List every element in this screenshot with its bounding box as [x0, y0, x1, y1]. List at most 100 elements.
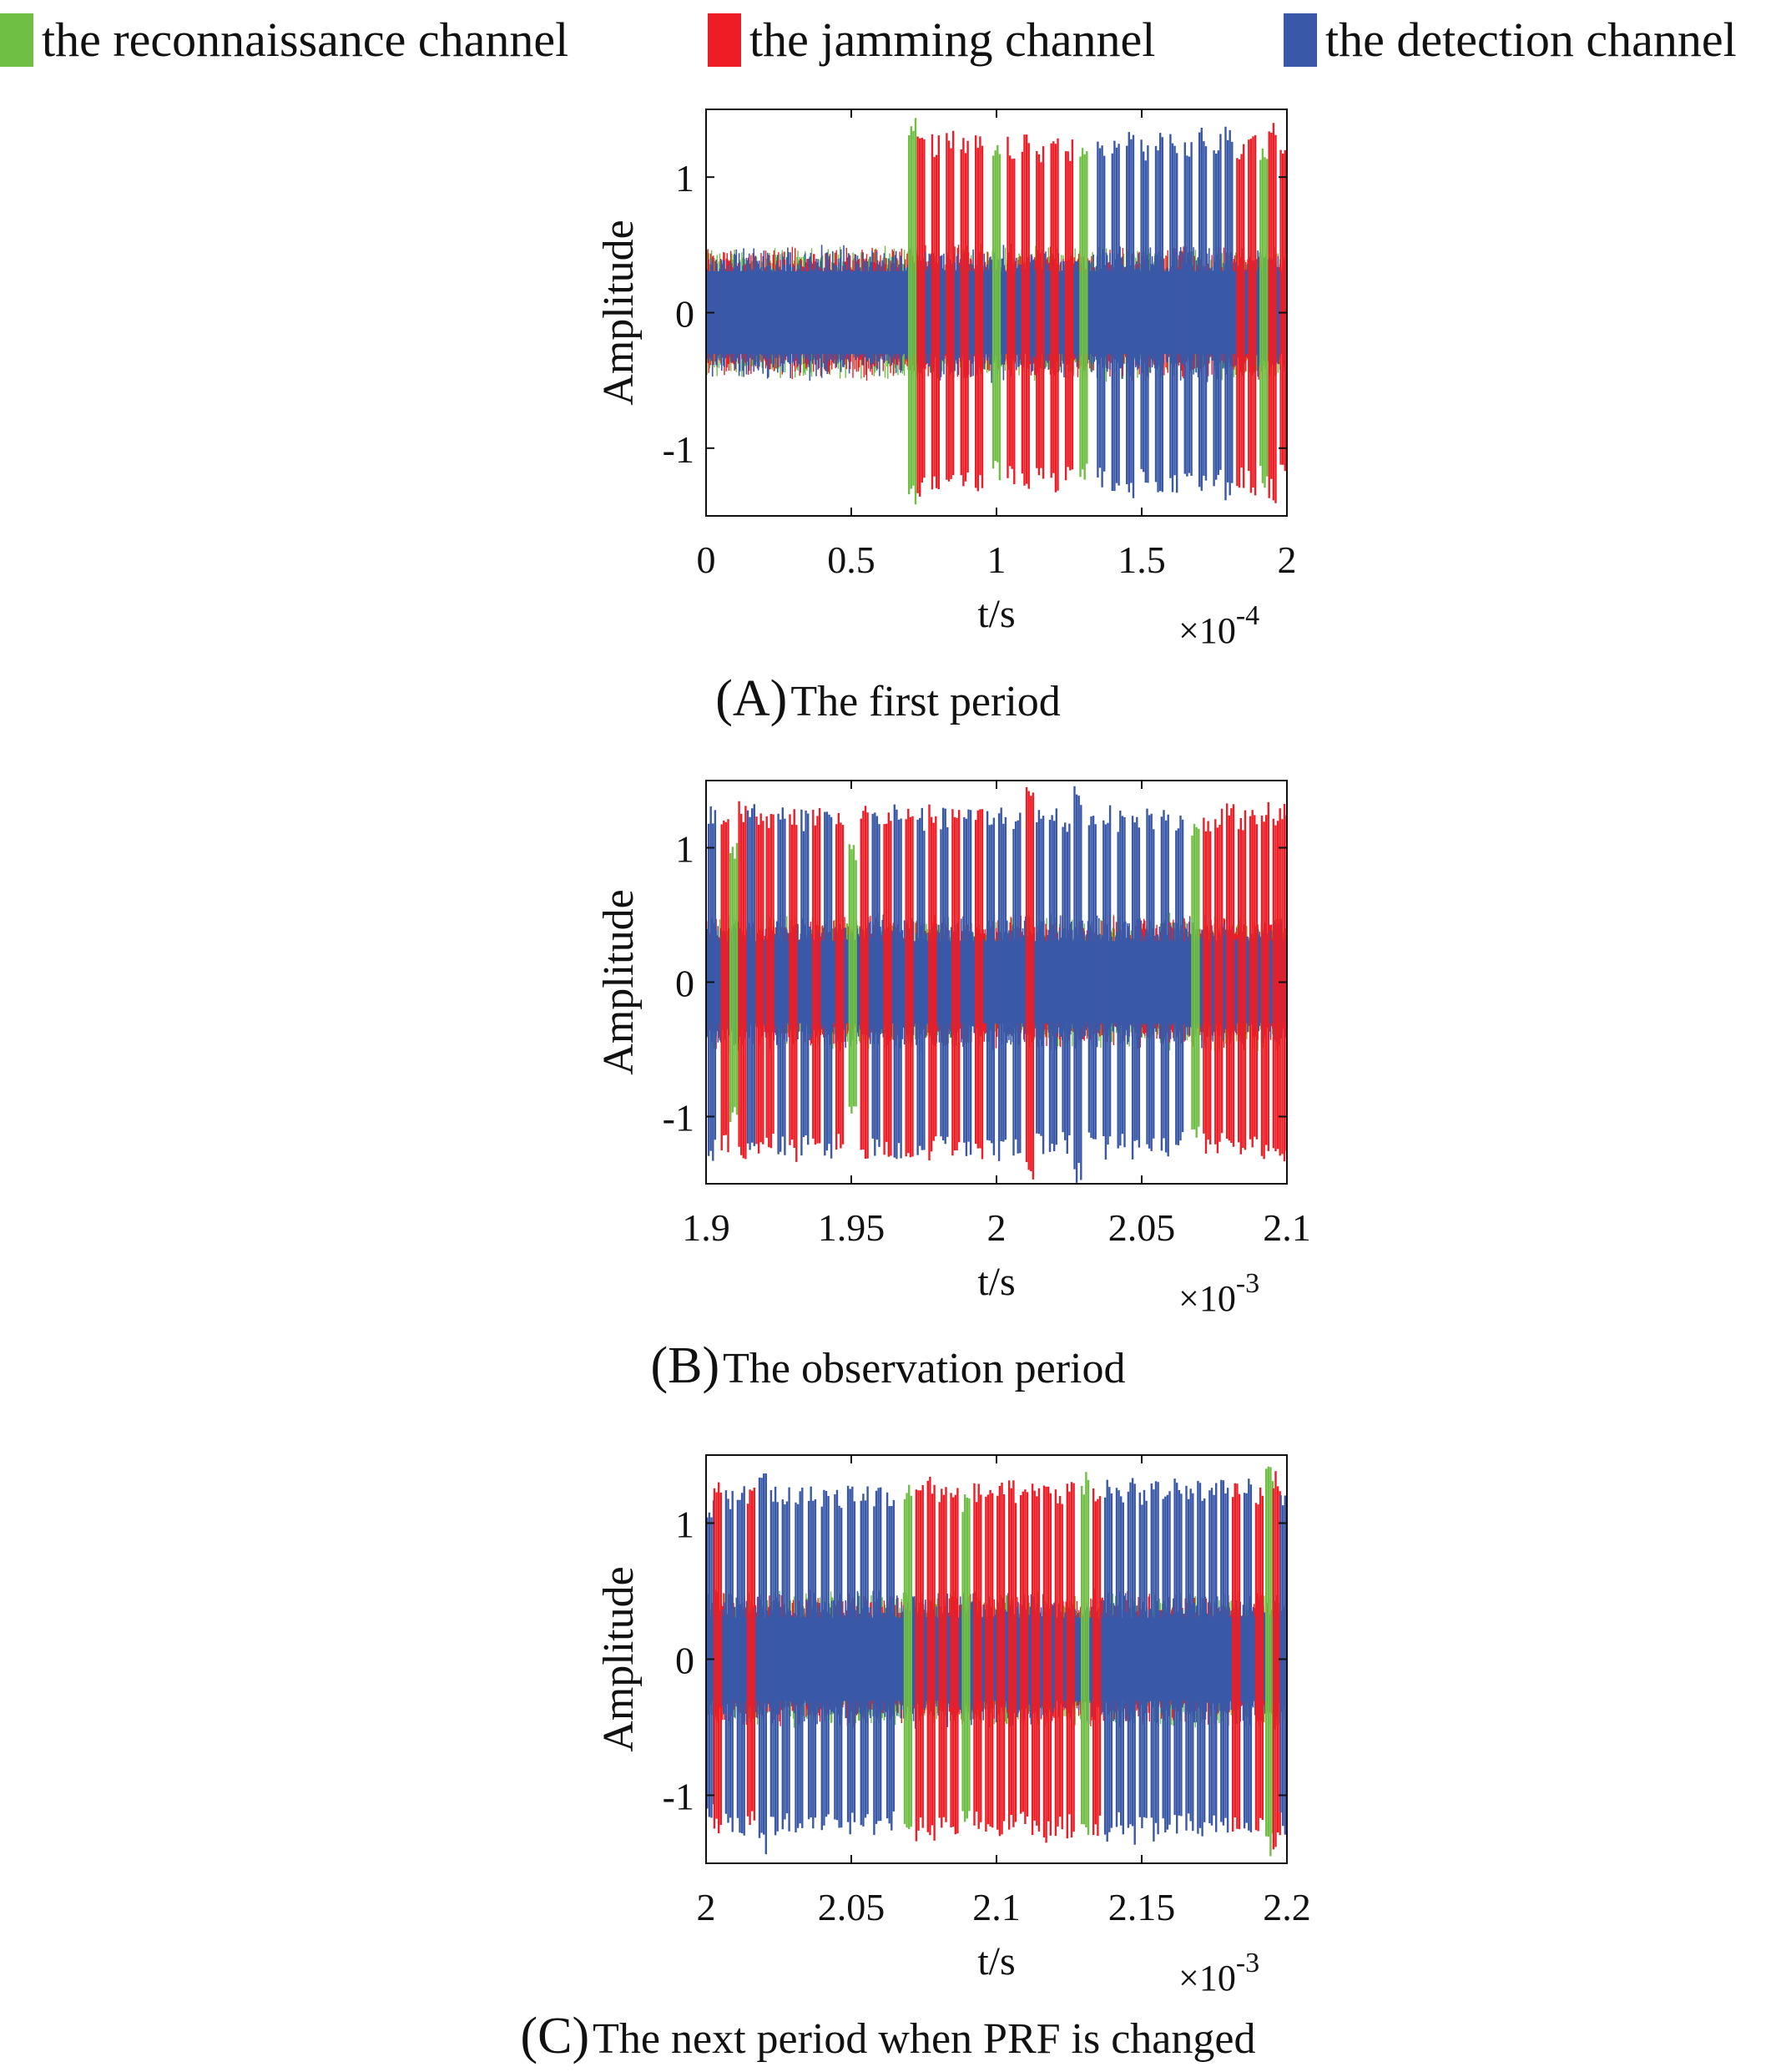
pulse-mark: [1191, 823, 1200, 1138]
plot-area: [706, 118, 1287, 505]
x-tick-label: 2: [697, 1886, 716, 1928]
pulse-mark: [729, 842, 739, 1122]
plot-area: [706, 786, 1287, 1183]
caption-a-letter: (A): [715, 670, 788, 727]
pulse-mark: [996, 1483, 1006, 1837]
pulse-mark: [1160, 810, 1169, 1157]
pulse-mark: [907, 118, 917, 505]
pulse-mark: [1203, 817, 1212, 1154]
y-tick-label: 0: [675, 293, 694, 336]
legend-swatch-reconnaissance: [0, 13, 33, 67]
pulse-mark: [973, 1483, 982, 1829]
pulse-mark: [1080, 1472, 1090, 1836]
pulse-mark: [834, 1489, 843, 1828]
pulse-mark: [758, 1473, 767, 1855]
pulse-mark: [1131, 816, 1141, 1160]
pulse-mark: [951, 809, 961, 1156]
chart-panel-c: 1 0 -1 2 2.05 2.1 2.15 2.2 t/s ×10-3 Amplitude: [595, 1454, 1311, 1999]
pulse-mark: [765, 814, 774, 1149]
pulse-mark: [1198, 128, 1208, 491]
pulse-mark: [1150, 1481, 1159, 1842]
x-axis-exponent-power: -4: [1236, 600, 1259, 631]
pulse-mark: [873, 1487, 882, 1836]
pulse-mark: [1224, 126, 1234, 501]
y-axis-label: Amplitude: [595, 220, 643, 405]
pulse-mark: [1259, 148, 1269, 488]
pulse-mark: [746, 1488, 755, 1826]
pulse-mark: [1173, 1478, 1183, 1834]
pulse-mark: [1279, 149, 1287, 472]
pulse-mark: [781, 1487, 790, 1832]
pulse-mark: [1213, 134, 1222, 487]
pulse-mark: [1127, 1478, 1136, 1845]
pulse-mark: [807, 1486, 817, 1829]
pulse-mark: [1225, 803, 1235, 1147]
pulse-mark: [1183, 142, 1193, 477]
pulse-mark: [1031, 1483, 1041, 1836]
pulse-mark: [931, 134, 941, 490]
pulse-mark: [789, 809, 798, 1162]
pulse-mark: [1036, 146, 1045, 479]
pulse-mark: [795, 1488, 804, 1832]
y-tick-label: 1: [675, 1503, 694, 1546]
pulse-mark: [1260, 801, 1270, 1160]
pulse-mark: [1214, 808, 1224, 1154]
pulse-mark: [1019, 1489, 1029, 1824]
legend-item-detection: the detection channel: [1284, 10, 1737, 70]
noise-core: [706, 941, 1287, 1023]
caption-c-letter: (C): [520, 2008, 590, 2064]
pulse-mark: [1062, 822, 1071, 1154]
pulse-mark: [1125, 132, 1135, 498]
pulse-mark: [871, 812, 880, 1156]
pulse-mark: [746, 804, 755, 1150]
pulse-mark: [1066, 1482, 1075, 1839]
pulse-mark: [1236, 144, 1245, 488]
plot-area: [706, 1466, 1287, 1857]
x-axis-exponent: ×10-3: [1178, 1948, 1259, 1999]
x-tick-label: 2.2: [1263, 1886, 1311, 1928]
x-tick-label: 1.95: [818, 1206, 885, 1249]
pulse-mark: [916, 136, 926, 497]
pulse-mark: [1162, 1491, 1171, 1832]
pulse-mark: [1025, 786, 1035, 1180]
caption-b: (B) The observation period: [0, 1337, 1776, 1396]
x-tick-label: 1: [987, 538, 1007, 581]
x-tick-label: 2.1: [972, 1886, 1021, 1928]
x-tick-label: 2.1: [1263, 1206, 1311, 1249]
pulse-mark: [991, 144, 1002, 481]
x-axis-label: t/s: [977, 1939, 1015, 1984]
pulse-mark: [928, 804, 937, 1160]
pulse-mark: [1087, 816, 1097, 1140]
pulse-mark: [997, 807, 1007, 1161]
legend-label-reconnaissance: the reconnaissance channel: [42, 13, 569, 67]
y-tick-label: 1: [675, 828, 694, 871]
x-axis-exponent-power: -3: [1236, 1948, 1259, 1979]
pulse-mark: [1036, 810, 1045, 1155]
legend-label-jamming: the jamming channel: [749, 13, 1156, 67]
pulse-mark: [1154, 133, 1164, 493]
pulse-mark: [1007, 1480, 1017, 1830]
x-tick-label: 2.05: [1108, 1206, 1176, 1249]
pulse-mark: [926, 1477, 936, 1841]
pulse-mark: [883, 812, 892, 1157]
pulse-mark: [974, 135, 984, 492]
pulse-mark: [940, 807, 949, 1145]
legend-item-jamming: the jamming channel: [708, 10, 1155, 70]
y-axis-label: Amplitude: [595, 889, 643, 1074]
pulse-mark: [1111, 140, 1120, 492]
pulse-mark: [915, 1485, 924, 1842]
legend-item-reconnaissance: the reconnaissance channel: [0, 10, 568, 70]
pulse-mark: [1054, 1489, 1063, 1837]
x-axis-label: t/s: [977, 1260, 1015, 1304]
pulse-mark: [963, 809, 972, 1156]
pulse-mark: [1220, 1479, 1229, 1833]
pulse-mark: [860, 1486, 869, 1827]
pulse-mark: [846, 1485, 856, 1835]
pulse-mark: [1185, 1485, 1194, 1832]
pulse-mark: [812, 808, 821, 1145]
x-tick-label: 1.5: [1118, 538, 1166, 581]
pulse-mark: [1249, 810, 1259, 1148]
pulse-mark: [916, 807, 926, 1155]
pulse-mark: [1231, 1483, 1241, 1832]
pulse-mark: [1092, 1488, 1102, 1837]
